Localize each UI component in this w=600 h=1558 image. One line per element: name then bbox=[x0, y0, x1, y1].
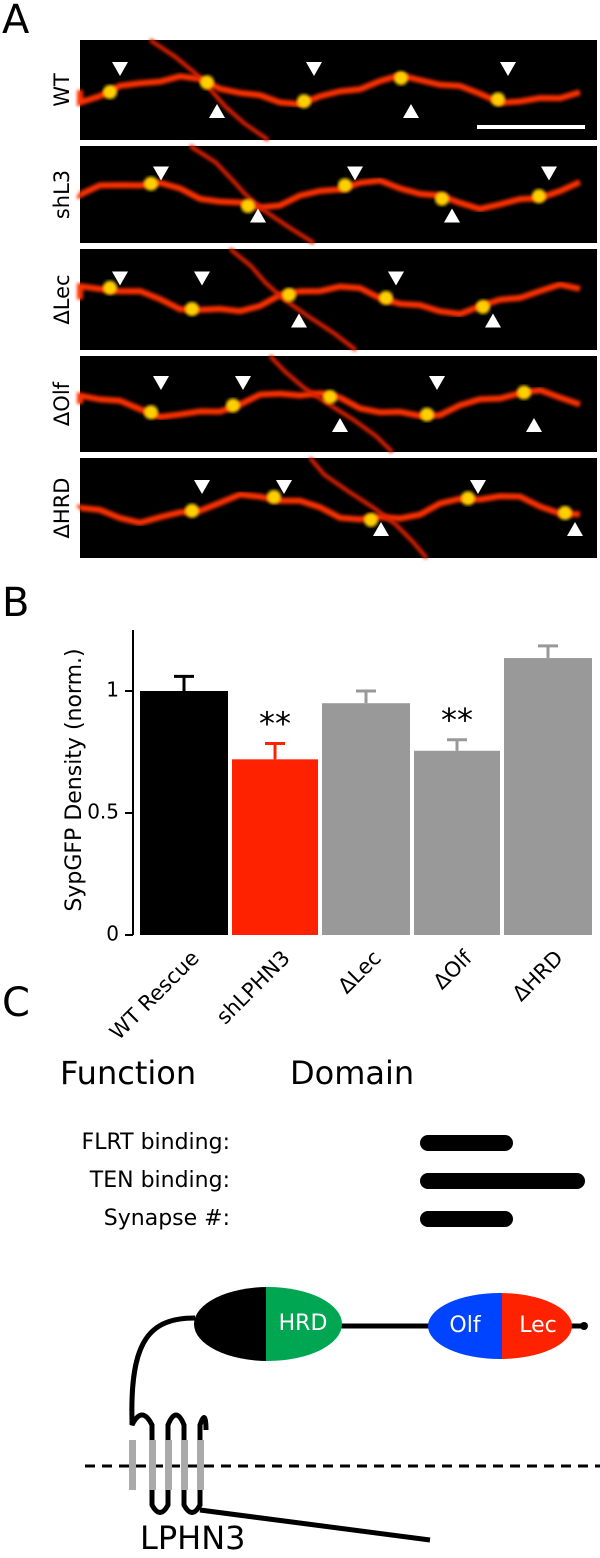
dendrite bbox=[77, 281, 581, 318]
synapse bbox=[200, 75, 214, 90]
row-label: ΔHRD bbox=[50, 478, 74, 539]
domain-bars bbox=[420, 1135, 585, 1227]
dendrite bbox=[148, 38, 270, 142]
function-label: FLRT binding: bbox=[82, 1130, 230, 1155]
arrowhead bbox=[153, 166, 169, 181]
y-tick-label: 0.5 bbox=[87, 800, 119, 824]
arrowhead bbox=[403, 104, 419, 118]
domain-label: HRD bbox=[279, 1311, 328, 1336]
significance: ** bbox=[441, 701, 473, 739]
bar bbox=[414, 750, 500, 935]
row-label: ΔLec bbox=[50, 274, 74, 324]
arrowhead bbox=[429, 376, 445, 390]
arrowhead bbox=[373, 522, 389, 536]
x-tick-label: ΔLec bbox=[333, 946, 385, 998]
arrowhead bbox=[347, 166, 363, 181]
arrowhead bbox=[235, 376, 251, 390]
synapse bbox=[532, 189, 546, 204]
synapse bbox=[338, 178, 352, 193]
domain-label: Lec bbox=[519, 1313, 557, 1338]
arrowhead bbox=[153, 376, 169, 390]
protein-label: LPHN3 bbox=[140, 1519, 245, 1557]
arrowhead bbox=[567, 522, 583, 536]
arrowhead bbox=[250, 208, 266, 223]
dendrite bbox=[77, 491, 581, 526]
synapse bbox=[476, 299, 490, 314]
column-header: Function bbox=[60, 1054, 196, 1092]
arrowhead bbox=[112, 62, 128, 76]
arrowhead bbox=[276, 480, 292, 494]
synapse bbox=[461, 491, 475, 506]
synapse bbox=[297, 94, 311, 109]
x-tick-label: WT Rescue bbox=[105, 946, 204, 1045]
arrowhead bbox=[470, 480, 486, 494]
arrowhead bbox=[541, 166, 557, 181]
synapse bbox=[282, 287, 296, 302]
bar bbox=[322, 703, 410, 935]
y-tick-label: 1 bbox=[106, 678, 119, 702]
y-tick-label: 0 bbox=[106, 922, 119, 946]
function-label: TEN binding: bbox=[89, 1168, 230, 1193]
arrowhead bbox=[291, 313, 307, 328]
bar bbox=[140, 691, 228, 935]
domain-label: Olf bbox=[449, 1313, 481, 1338]
synapse bbox=[435, 191, 449, 206]
synapse bbox=[394, 71, 408, 86]
x-tick-label: shLPHN3 bbox=[212, 946, 295, 1029]
micrograph bbox=[80, 146, 597, 243]
micrographs: WT shL3 ΔLec ΔOlf ΔHRD bbox=[50, 38, 597, 560]
bar bbox=[232, 759, 318, 935]
synapse bbox=[226, 398, 240, 413]
synapse bbox=[267, 489, 281, 504]
synapse bbox=[103, 85, 117, 100]
arrowhead bbox=[306, 62, 322, 76]
synapse bbox=[185, 503, 199, 518]
synapse bbox=[364, 512, 378, 527]
micrograph bbox=[80, 458, 597, 558]
synapse bbox=[144, 405, 158, 420]
synapse bbox=[379, 290, 393, 305]
bar-chart: 0 0.5 1 WT Rescue ** shLPHN3 ΔLec ** ΔOlf ΔHRD bbox=[87, 630, 592, 1044]
arrowhead bbox=[485, 313, 501, 328]
synapse bbox=[420, 407, 434, 422]
row-label: ΔOlf bbox=[50, 381, 74, 426]
row-label: shL3 bbox=[50, 170, 74, 219]
arrowhead bbox=[112, 271, 128, 286]
arrowhead bbox=[332, 418, 348, 432]
significance: ** bbox=[259, 704, 291, 742]
column-header: Domain bbox=[290, 1054, 414, 1092]
y-axis-label: SypGFP Density (norm.) bbox=[62, 648, 87, 911]
panel-label: A bbox=[2, 0, 30, 43]
synapse bbox=[241, 199, 255, 214]
dendrite bbox=[268, 354, 394, 454]
row-label: WT bbox=[50, 73, 74, 107]
dendrite bbox=[308, 456, 429, 560]
arrowhead bbox=[526, 418, 542, 432]
panel-label: B bbox=[2, 580, 29, 626]
synapse bbox=[144, 176, 158, 191]
arrowhead bbox=[444, 208, 460, 223]
arrowhead bbox=[388, 271, 404, 286]
bar bbox=[504, 658, 592, 935]
synapse bbox=[558, 505, 572, 520]
function-label: Synapse #: bbox=[104, 1206, 230, 1231]
micrograph bbox=[80, 356, 597, 452]
arrowhead bbox=[209, 104, 225, 118]
arrowhead bbox=[194, 480, 210, 494]
arrowhead bbox=[194, 271, 210, 286]
x-tick-label: ΔHRD bbox=[508, 946, 568, 1006]
panel-label: C bbox=[2, 980, 30, 1026]
synapse bbox=[323, 390, 337, 405]
synapse bbox=[185, 302, 199, 317]
synapse bbox=[491, 92, 505, 107]
x-tick-label: ΔOlf bbox=[429, 945, 478, 994]
arrowhead bbox=[500, 62, 516, 76]
synapse bbox=[103, 280, 117, 295]
synapse bbox=[517, 385, 531, 400]
dendrite bbox=[188, 144, 316, 245]
